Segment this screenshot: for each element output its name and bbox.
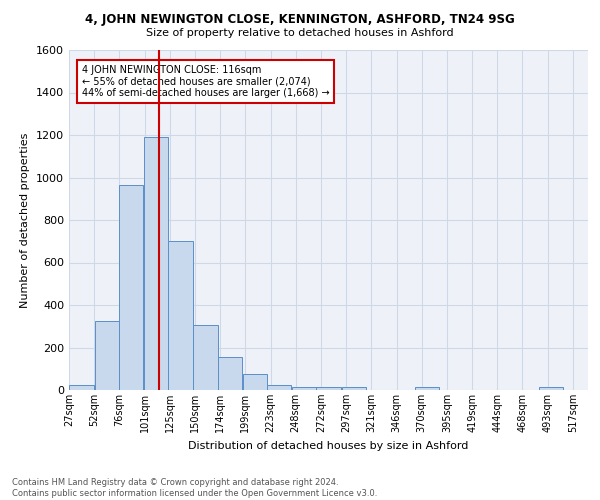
Text: Contains HM Land Registry data © Crown copyright and database right 2024.
Contai: Contains HM Land Registry data © Crown c… (12, 478, 377, 498)
Text: 4, JOHN NEWINGTON CLOSE, KENNINGTON, ASHFORD, TN24 9SG: 4, JOHN NEWINGTON CLOSE, KENNINGTON, ASH… (85, 12, 515, 26)
Bar (144, 137, 169, 390)
Bar (316, 387, 341, 390)
Bar (415, 388, 439, 390)
Bar (539, 387, 563, 390)
Bar (292, 387, 317, 390)
Y-axis label: Number of detached properties: Number of detached properties (20, 132, 31, 308)
Bar (193, 325, 218, 390)
X-axis label: Distribution of detached houses by size in Ashford: Distribution of detached houses by size … (188, 440, 469, 450)
Bar (70, 384, 94, 390)
Bar (95, 321, 119, 390)
Bar (218, 357, 242, 390)
Bar (168, 242, 193, 390)
Text: 4 JOHN NEWINGTON CLOSE: 116sqm
← 55% of detached houses are smaller (2,074)
44% : 4 JOHN NEWINGTON CLOSE: 116sqm ← 55% of … (82, 66, 329, 98)
Text: Size of property relative to detached houses in Ashford: Size of property relative to detached ho… (146, 28, 454, 38)
Bar (243, 374, 267, 390)
Bar (119, 185, 143, 390)
Bar (267, 384, 292, 390)
Bar (341, 387, 366, 390)
